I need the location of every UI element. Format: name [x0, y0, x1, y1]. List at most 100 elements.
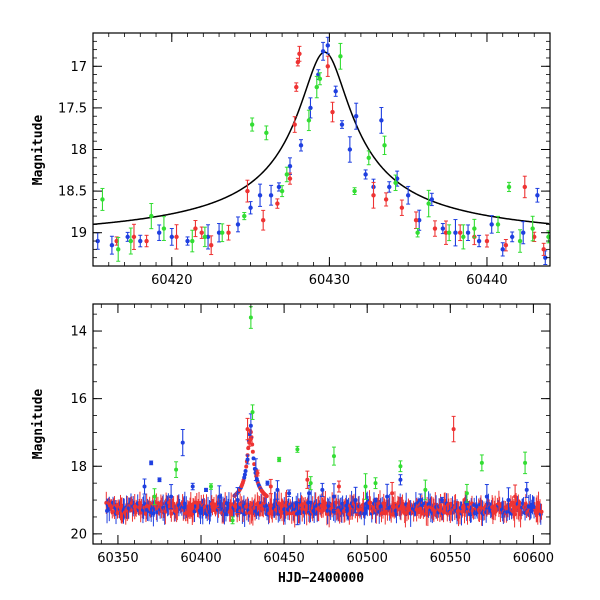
- top-data-point: [275, 201, 280, 206]
- top-data-point: [294, 84, 299, 90]
- bottom-data-point: [245, 457, 250, 462]
- bottom-data-point: [275, 487, 280, 492]
- bottom-y-axis-label: Magnitude: [31, 389, 46, 460]
- bottom-data-point: [268, 484, 273, 489]
- bottom-data-point: [235, 498, 240, 503]
- top-data-point: [399, 205, 405, 210]
- bottom-band-point: [160, 501, 165, 506]
- top-data-point: [128, 238, 134, 244]
- top-data-point: [325, 64, 331, 69]
- bottom-x-tick-label: 60400: [180, 551, 221, 566]
- top-data-point: [249, 122, 255, 127]
- top-data-point: [208, 242, 214, 248]
- bottom-data-point: [373, 481, 378, 486]
- top-data-point: [440, 226, 446, 231]
- top-data-point: [174, 234, 179, 240]
- bottom-data-point: [307, 491, 312, 496]
- top-y-tick-label: 17.5: [58, 101, 87, 116]
- bottom-data-point: [174, 467, 179, 472]
- bottom-peak-point: [251, 456, 256, 461]
- top-data-point: [268, 193, 274, 198]
- bottom-data-point: [295, 511, 300, 516]
- bottom-band-point: [512, 512, 517, 517]
- top-data-point: [509, 234, 515, 240]
- top-data-point: [276, 184, 282, 190]
- top-data-point: [338, 54, 343, 59]
- top-data-point: [199, 230, 204, 235]
- top-data-point: [530, 226, 535, 231]
- top-data-point: [387, 184, 392, 190]
- top-data-point: [297, 51, 302, 57]
- bottom-peak-point: [250, 449, 255, 454]
- bottom-data-point: [423, 487, 428, 492]
- top-data-point: [306, 118, 312, 123]
- bottom-data-point: [308, 481, 313, 486]
- top-panel-data: [93, 36, 550, 266]
- top-data-point: [353, 114, 359, 119]
- top-data-point: [138, 238, 143, 244]
- bottom-data-point: [464, 491, 469, 496]
- bottom-y-tick-label: 14: [70, 325, 87, 340]
- bottom-band-point: [151, 511, 156, 516]
- top-data-point: [109, 242, 115, 248]
- bottom-data-point: [248, 315, 253, 320]
- top-panel: 60420 60430 60440 17 17.5 18 18.5 19 Magnitude: [31, 32, 551, 288]
- bottom-x-axis-label: HJD−2400000: [278, 571, 364, 586]
- top-data-point: [149, 213, 154, 219]
- top-data-point: [503, 242, 509, 248]
- bottom-data-point: [513, 494, 518, 499]
- bottom-data-point: [295, 447, 300, 452]
- top-data-point: [144, 238, 149, 244]
- top-data-point: [339, 122, 345, 127]
- bottom-y-tick-label: 20: [70, 527, 87, 542]
- top-data-point: [383, 197, 389, 202]
- top-data-point: [156, 230, 162, 235]
- top-data-point: [100, 197, 105, 202]
- top-data-point: [330, 109, 335, 115]
- bottom-data-point: [320, 487, 325, 492]
- top-y-tick-label: 19: [70, 226, 87, 241]
- bottom-data-point: [157, 477, 162, 482]
- top-data-point: [161, 226, 167, 231]
- top-data-point: [489, 222, 494, 227]
- top-data-point: [446, 230, 452, 235]
- top-data-point: [298, 143, 304, 148]
- bottom-peak-point: [244, 464, 249, 469]
- top-data-point: [287, 163, 293, 169]
- top-data-point: [484, 238, 490, 244]
- top-data-point: [242, 213, 247, 219]
- top-data-point: [287, 176, 293, 181]
- top-data-point: [226, 230, 231, 235]
- bottom-data-point: [180, 440, 185, 445]
- top-data-point: [453, 230, 458, 235]
- bottom-data-point: [152, 494, 157, 499]
- bottom-data-point: [248, 423, 253, 428]
- bottom-peak-point: [242, 472, 247, 477]
- top-data-point: [543, 255, 548, 260]
- top-data-point: [443, 230, 449, 235]
- top-data-point: [461, 234, 466, 240]
- top-data-point: [125, 234, 130, 240]
- bottom-data-point: [451, 427, 456, 432]
- top-data-point: [415, 230, 420, 235]
- bottom-data-point: [531, 504, 536, 509]
- top-data-point: [413, 218, 419, 223]
- bottom-peak-point: [246, 446, 251, 451]
- model-curve: [93, 51, 550, 226]
- bottom-x-tick-label: 60450: [263, 551, 304, 566]
- bottom-band-point: [519, 510, 524, 515]
- top-data-point: [405, 193, 411, 198]
- top-data-point: [347, 147, 353, 152]
- bottom-panel-frame: [92, 303, 551, 545]
- bottom-y-tick-label: 16: [70, 392, 87, 407]
- bottom-data-point: [524, 487, 529, 492]
- top-data-point: [465, 230, 471, 235]
- bottom-x-tick-label: 60350: [97, 551, 138, 566]
- top-data-point: [317, 76, 323, 81]
- top-data-point: [193, 226, 198, 231]
- bottom-band-point: [438, 503, 443, 508]
- bottom-panel-ticks: 60350 60400 60450 60500 60550 60600 14 16 18 20: [70, 304, 554, 566]
- bottom-data-point: [336, 484, 341, 489]
- top-data-point: [248, 205, 253, 210]
- top-data-point: [116, 247, 121, 252]
